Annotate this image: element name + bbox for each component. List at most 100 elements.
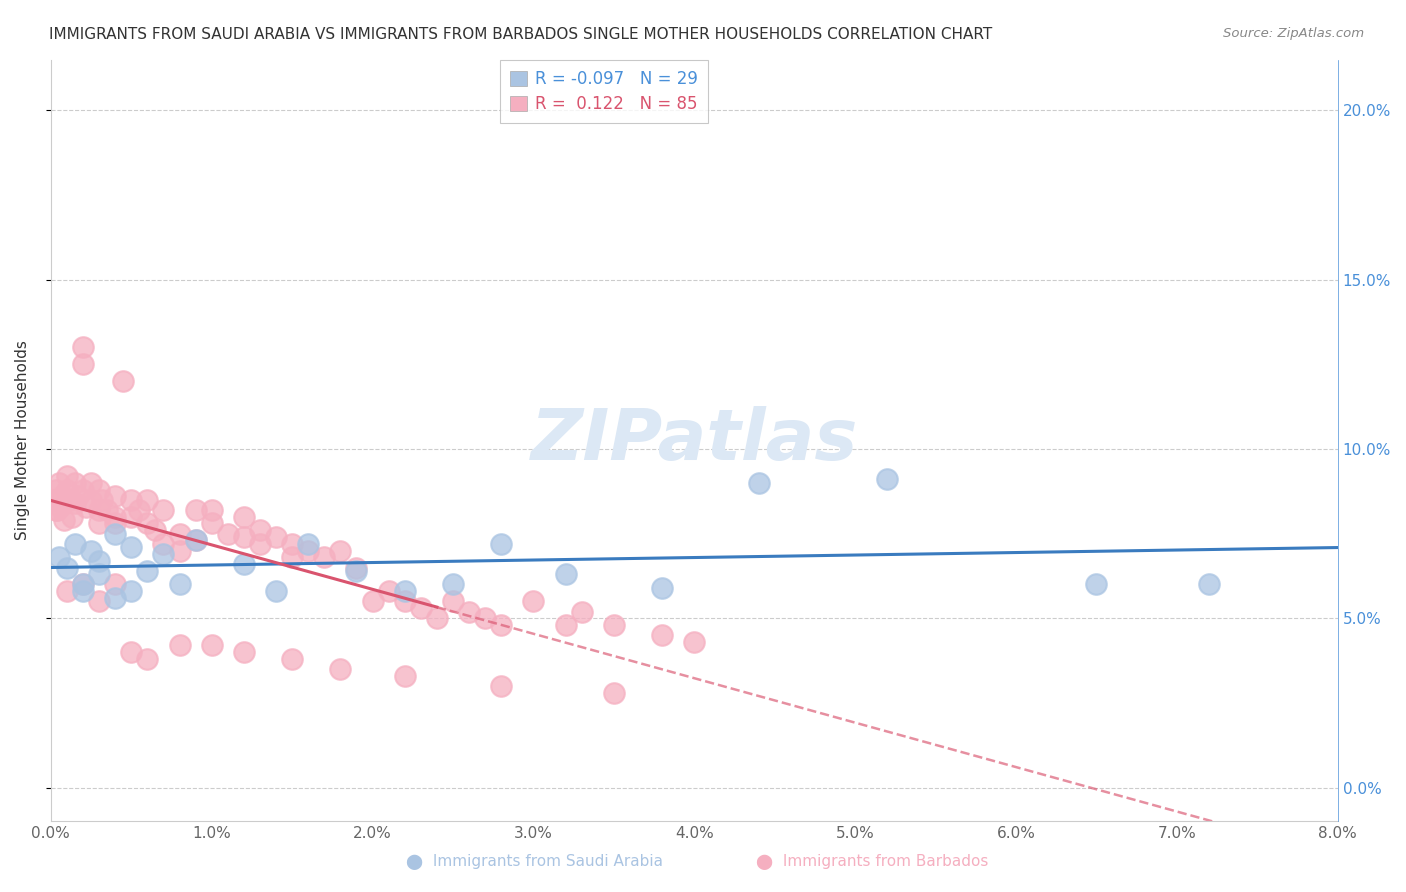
Point <box>136 652 159 666</box>
Point <box>184 533 207 548</box>
Point <box>48 475 70 490</box>
Point <box>297 537 319 551</box>
Point <box>52 513 75 527</box>
Text: ZIPatlas: ZIPatlas <box>530 406 858 475</box>
Point <box>603 686 626 700</box>
Point <box>409 601 432 615</box>
Point <box>145 523 167 537</box>
Point <box>281 537 304 551</box>
Point <box>1085 577 1108 591</box>
Point <box>314 550 336 565</box>
Point <box>51 490 73 504</box>
Point <box>56 469 79 483</box>
Point <box>72 577 94 591</box>
Point <box>56 584 79 599</box>
Point <box>45 483 67 497</box>
Point <box>377 584 399 599</box>
Point <box>491 537 513 551</box>
Point <box>72 357 94 371</box>
Point <box>80 492 103 507</box>
Point <box>201 516 224 531</box>
Point <box>136 564 159 578</box>
Point <box>80 475 103 490</box>
Point <box>184 533 207 548</box>
Point <box>169 543 191 558</box>
Point <box>522 594 544 608</box>
Point <box>554 618 576 632</box>
Point <box>651 628 673 642</box>
Point <box>72 483 94 497</box>
Point <box>169 577 191 591</box>
Point <box>394 584 416 599</box>
Point <box>232 530 254 544</box>
Text: ⬤  Immigrants from Barbados: ⬤ Immigrants from Barbados <box>755 854 988 870</box>
Point <box>441 577 464 591</box>
Point <box>87 503 110 517</box>
Point <box>474 611 496 625</box>
Point <box>87 554 110 568</box>
Point <box>264 530 287 544</box>
Point <box>72 584 94 599</box>
Point <box>201 503 224 517</box>
Point <box>72 340 94 354</box>
Point <box>72 577 94 591</box>
Point <box>112 374 135 388</box>
Point <box>152 537 174 551</box>
Point <box>63 537 86 551</box>
Point <box>346 564 368 578</box>
Point <box>49 500 72 514</box>
Point <box>87 483 110 497</box>
Point <box>169 639 191 653</box>
Point <box>297 543 319 558</box>
Point <box>603 618 626 632</box>
Point <box>554 567 576 582</box>
Point <box>104 577 127 591</box>
Point <box>876 473 898 487</box>
Point <box>201 639 224 653</box>
Point <box>491 618 513 632</box>
Point <box>63 475 86 490</box>
Point <box>426 611 449 625</box>
Point <box>329 543 352 558</box>
Point <box>748 475 770 490</box>
Point <box>120 492 142 507</box>
Point <box>361 594 384 608</box>
Point <box>169 526 191 541</box>
Point <box>75 500 97 514</box>
Point <box>152 547 174 561</box>
Point <box>683 635 706 649</box>
Point <box>394 594 416 608</box>
Point <box>120 509 142 524</box>
Point <box>136 492 159 507</box>
Text: Source: ZipAtlas.com: Source: ZipAtlas.com <box>1223 27 1364 40</box>
Legend: R = -0.097   N = 29, R =  0.122   N = 85: R = -0.097 N = 29, R = 0.122 N = 85 <box>501 61 709 123</box>
Point <box>104 516 127 531</box>
Text: ⬤  Immigrants from Saudi Arabia: ⬤ Immigrants from Saudi Arabia <box>406 854 662 870</box>
Point <box>184 503 207 517</box>
Point <box>59 492 82 507</box>
Point <box>63 496 86 510</box>
Y-axis label: Single Mother Households: Single Mother Households <box>15 341 30 541</box>
Point <box>232 557 254 571</box>
Point <box>87 567 110 582</box>
Text: IMMIGRANTS FROM SAUDI ARABIA VS IMMIGRANTS FROM BARBADOS SINGLE MOTHER HOUSEHOLD: IMMIGRANTS FROM SAUDI ARABIA VS IMMIGRAN… <box>49 27 993 42</box>
Point <box>217 526 239 541</box>
Point <box>458 605 481 619</box>
Point <box>56 483 79 497</box>
Point <box>87 594 110 608</box>
Point <box>152 503 174 517</box>
Point <box>232 509 254 524</box>
Point <box>249 523 271 537</box>
Point <box>281 550 304 565</box>
Point <box>264 584 287 599</box>
Point <box>120 584 142 599</box>
Point <box>46 503 69 517</box>
Point <box>394 669 416 683</box>
Point <box>1198 577 1220 591</box>
Point <box>571 605 593 619</box>
Point <box>87 516 110 531</box>
Point <box>48 550 70 565</box>
Point <box>232 645 254 659</box>
Point <box>346 560 368 574</box>
Point <box>651 581 673 595</box>
